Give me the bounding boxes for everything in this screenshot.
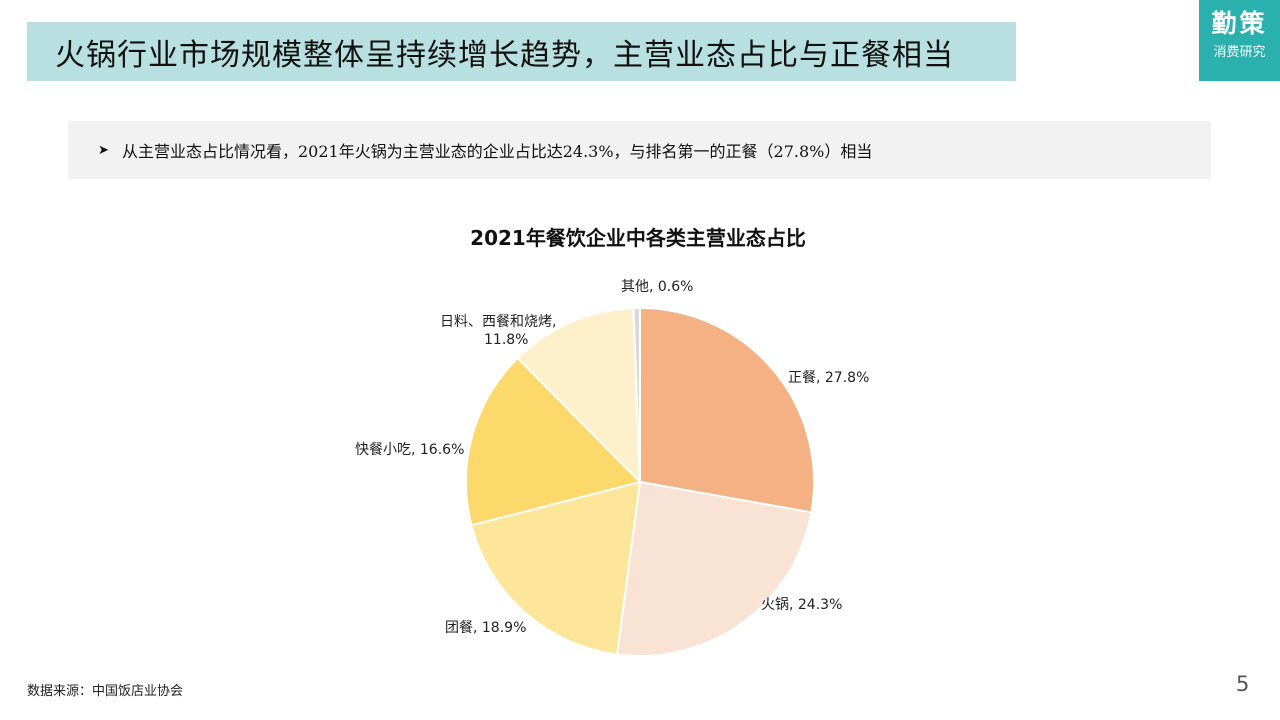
page-title: 火锅行业市场规模整体呈持续增长趋势，主营业态占比与正餐相当 xyxy=(55,37,954,73)
data-source: 数据来源：中国饭店业协会 xyxy=(27,684,184,699)
pie-label-0: 正餐, 27.8% xyxy=(788,370,869,386)
logo-main-text: 勤策 xyxy=(1211,9,1268,38)
pie-label-2: 团餐, 18.9% xyxy=(445,620,526,636)
page-number: 5 xyxy=(1236,672,1250,696)
pie-slice-4 xyxy=(516,307,642,485)
brand-logo: 勤策 消费研究 xyxy=(1199,0,1280,81)
chart-title: 2021年餐饮企业中各类主营业态占比 xyxy=(470,226,806,250)
arrow-bullet-icon: ➤ xyxy=(98,142,109,158)
pie-slice-2 xyxy=(470,480,642,656)
pie-label-5: 其他, 0.6% xyxy=(621,279,693,295)
title-bar: 火锅行业市场规模整体呈持续增长趋势，主营业态占比与正餐相当 xyxy=(27,22,1016,81)
pie-slice-3 xyxy=(465,356,642,527)
pie-label-3: 快餐小吃, 16.6% xyxy=(355,442,464,458)
key-finding-box: ➤ 从主营业态占比情况看，2021年火锅为主营业态的企业占比达24.3%，与排名… xyxy=(68,121,1211,179)
pie-slice-1 xyxy=(615,480,813,657)
pie-slice-0 xyxy=(639,306,815,514)
key-finding-text: 从主营业态占比情况看，2021年火锅为主营业态的企业占比达24.3%，与排名第一… xyxy=(122,142,873,161)
pie-label-4: 日料、西餐和烧烤, 11.8% xyxy=(440,314,556,348)
pie-slice-5 xyxy=(632,306,641,483)
logo-sub-text: 消费研究 xyxy=(1213,45,1266,60)
pie-label-1: 火锅, 24.3% xyxy=(761,597,842,613)
